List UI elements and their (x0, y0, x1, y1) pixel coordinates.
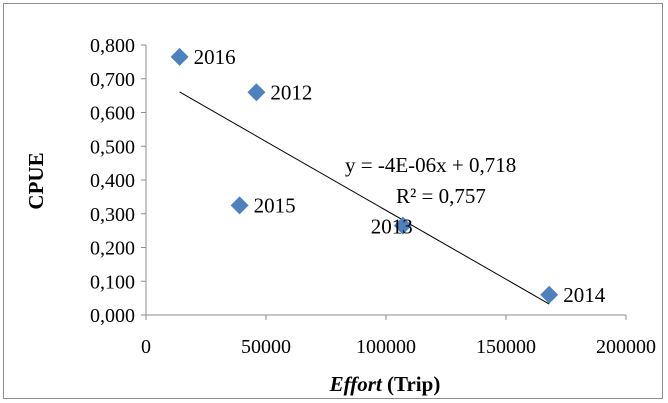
data-point-2014 (540, 285, 559, 304)
data-points (170, 47, 559, 304)
y-tick-label: 0,800 (90, 35, 135, 57)
x-axis-title-unit: (Trip) (382, 372, 441, 396)
y-axis-title: CPUE (24, 152, 48, 209)
data-label-2012: 2012 (270, 80, 312, 104)
data-label-2013: 2013 (371, 215, 413, 239)
y-tick-label: 0,500 (90, 136, 135, 158)
x-tick-label: 150000 (476, 336, 536, 358)
data-label-2014: 2014 (563, 283, 606, 307)
y-axis-ticks: 0,000 0,100 0,200 0,300 0,400 0,500 0,600 0,700… (90, 35, 146, 327)
x-axis-ticks: 0 50000 100000 150000 200000 (141, 315, 656, 358)
x-tick-label: 0 (141, 336, 151, 358)
data-label-2015: 2015 (254, 193, 296, 217)
y-tick-label: 0,200 (90, 238, 135, 260)
trendline-equation: y = -4E-06x + 0,718 (345, 153, 516, 177)
y-tick-label: 0,100 (90, 271, 135, 293)
trendline-r-squared: R² = 0,757 (396, 184, 486, 208)
chart-frame (3, 3, 663, 399)
x-axis-title: Effort (Trip) (329, 372, 441, 396)
x-axis-title-main: Effort (329, 372, 383, 396)
trendline (179, 91, 550, 305)
y-tick-label: 0,000 (90, 305, 135, 327)
y-tick-label: 0,600 (90, 103, 135, 125)
x-tick-label: 100000 (356, 336, 416, 358)
data-point-2013 (393, 216, 412, 235)
data-point-2012 (247, 83, 266, 102)
x-tick-label: 50000 (241, 336, 291, 358)
x-tick-label: 200000 (596, 336, 656, 358)
axes (145, 45, 626, 316)
y-tick-label: 0,300 (90, 204, 135, 226)
data-point-2015 (230, 196, 249, 215)
data-point-2016 (170, 47, 189, 66)
data-label-2016: 2016 (194, 45, 236, 69)
data-point-labels: 2016 2012 2015 2013 2014 (194, 45, 606, 307)
y-tick-label: 0,700 (90, 69, 135, 91)
y-tick-label: 0,400 (90, 170, 135, 192)
